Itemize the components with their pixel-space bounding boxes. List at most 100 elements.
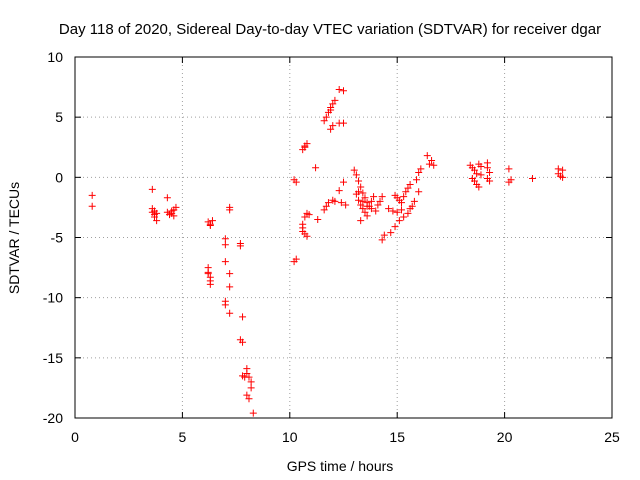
data-point	[367, 197, 375, 205]
data-point	[245, 373, 253, 381]
grid-lines	[75, 57, 612, 418]
data-point	[153, 217, 161, 225]
data-point	[350, 166, 358, 174]
data-point	[172, 203, 180, 211]
x-tick-label: 0	[71, 429, 79, 445]
data-point	[221, 235, 229, 243]
data-point	[204, 270, 212, 278]
data-point	[387, 229, 395, 237]
data-point	[239, 313, 247, 321]
data-point	[327, 125, 335, 133]
data-point	[245, 395, 253, 403]
data-point	[88, 202, 96, 210]
data-point	[320, 206, 328, 214]
data-point	[408, 202, 416, 210]
data-point	[389, 207, 397, 215]
y-tick-label: -5	[51, 230, 64, 246]
data-point	[410, 197, 418, 205]
data-point	[477, 171, 485, 179]
data-point	[355, 188, 363, 196]
data-point	[301, 143, 309, 151]
x-tick-labels: 0 5 10 15 20 25	[71, 429, 620, 445]
data-point	[314, 215, 322, 223]
x-tick-label: 10	[282, 429, 298, 445]
data-point	[413, 176, 421, 184]
data-point	[505, 178, 513, 186]
data-point	[226, 206, 234, 214]
data-point	[378, 236, 386, 244]
data-point	[226, 283, 234, 291]
data-point	[357, 183, 365, 191]
data-point	[337, 199, 345, 207]
data-point	[393, 208, 401, 216]
data-point	[324, 199, 332, 207]
data-point	[292, 178, 300, 186]
y-tick-label: -15	[43, 350, 63, 366]
data-point	[249, 409, 257, 417]
data-point	[236, 242, 244, 250]
data-point	[483, 164, 491, 172]
data-point	[299, 224, 307, 232]
data-point	[208, 217, 216, 225]
data-point	[357, 201, 365, 209]
data-point	[329, 122, 337, 130]
y-tick-label: -10	[43, 290, 63, 306]
data-point	[385, 205, 393, 213]
data-point	[367, 205, 375, 213]
data-point	[357, 217, 365, 225]
data-point	[415, 169, 423, 177]
data-point	[243, 369, 251, 377]
data-point	[148, 185, 156, 193]
data-point	[239, 338, 247, 346]
y-tick-label: 10	[47, 49, 63, 65]
data-point	[559, 166, 567, 174]
data-point	[355, 177, 363, 185]
y-tick-label: 5	[55, 109, 63, 125]
data-point	[415, 188, 423, 196]
data-point	[505, 165, 513, 173]
data-point	[417, 165, 425, 173]
data-point	[243, 391, 251, 399]
data-point	[340, 87, 347, 95]
data-point	[404, 184, 412, 192]
data-point	[402, 188, 410, 196]
data-point	[376, 197, 384, 205]
data-point	[374, 201, 382, 209]
data-points	[88, 85, 567, 417]
data-point	[359, 205, 367, 213]
data-point	[372, 207, 380, 215]
data-point	[290, 258, 298, 266]
data-point	[529, 175, 537, 183]
y-tick-label: -20	[43, 410, 63, 426]
x-axis-label: GPS time / hours	[287, 458, 394, 474]
data-point	[221, 241, 229, 249]
data-point	[247, 378, 255, 386]
data-point	[395, 217, 403, 225]
data-point	[359, 197, 367, 205]
data-point	[425, 160, 433, 168]
data-point	[305, 211, 313, 219]
data-point	[335, 187, 343, 195]
data-point	[206, 280, 214, 288]
x-tick-label: 25	[604, 429, 620, 445]
data-point	[221, 258, 229, 266]
data-point	[150, 213, 158, 221]
data-point	[312, 164, 320, 172]
data-point	[380, 231, 388, 239]
data-point	[221, 301, 229, 309]
y-tick-label: 0	[55, 169, 63, 185]
data-point	[400, 193, 408, 201]
data-point	[331, 197, 339, 205]
data-point	[397, 199, 405, 207]
data-point	[342, 201, 350, 209]
data-point	[428, 156, 436, 164]
data-point	[168, 209, 176, 217]
data-point	[400, 213, 408, 221]
data-point	[391, 223, 399, 231]
y-tick-labels: -20 -15 -10 -5 0 5 10	[43, 49, 63, 426]
data-point	[473, 170, 481, 178]
data-point	[363, 202, 371, 210]
x-tick-label: 20	[497, 429, 513, 445]
data-point	[303, 232, 311, 240]
